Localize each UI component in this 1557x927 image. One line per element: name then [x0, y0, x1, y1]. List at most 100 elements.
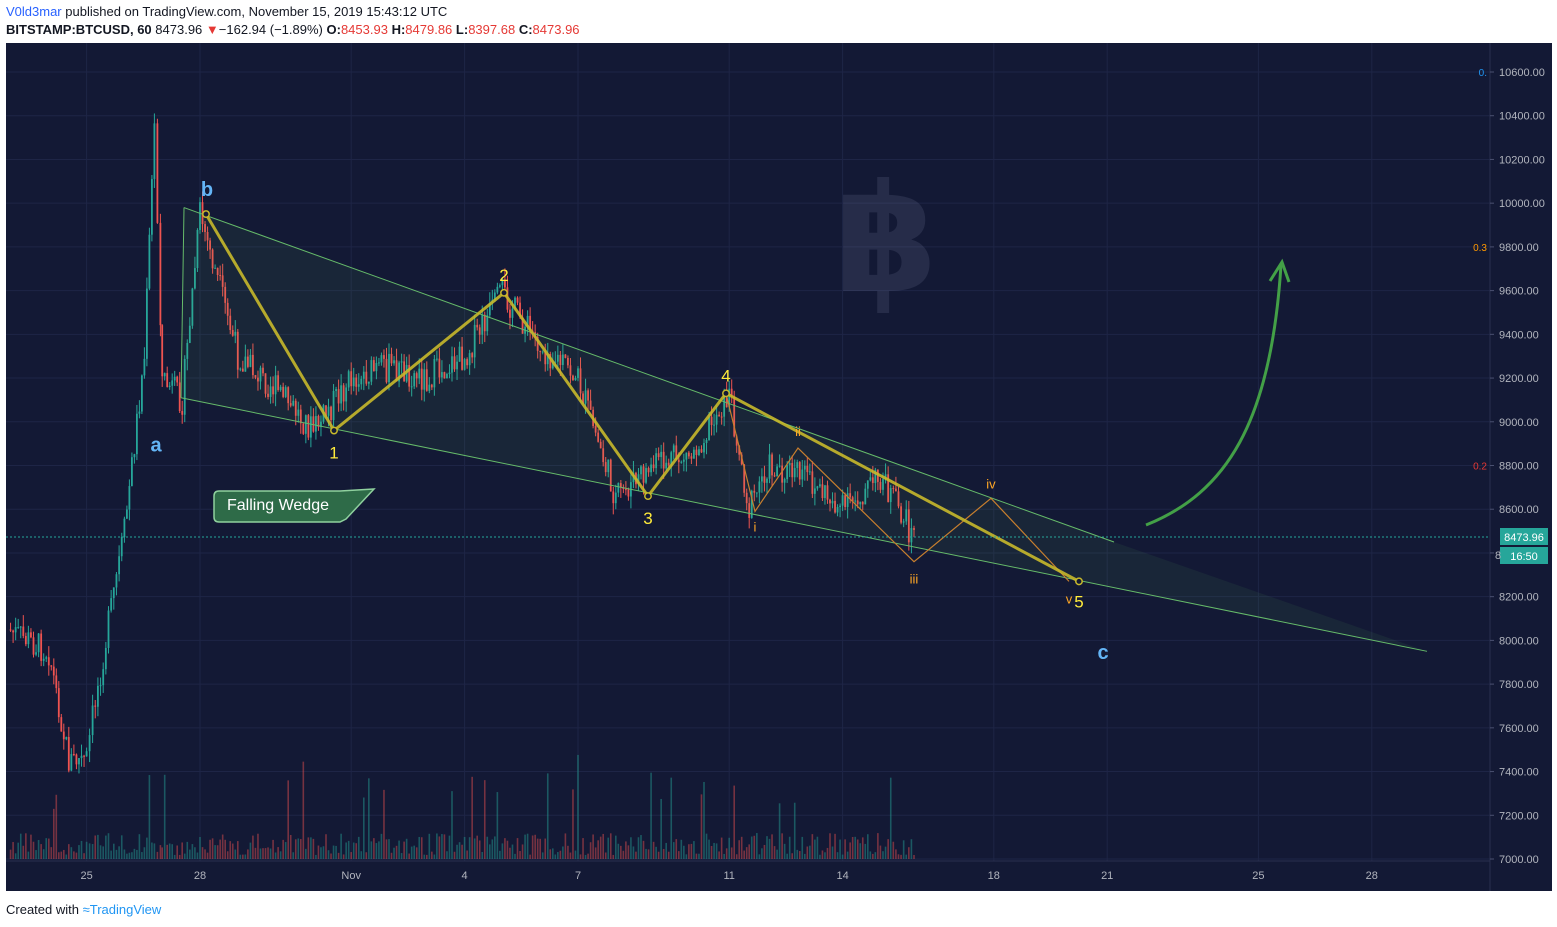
time-axis[interactable]: 25 28 Nov 4 7 11 14 18 21 25 28 — [80, 870, 1377, 882]
candle-body — [67, 737, 70, 771]
candle-body — [332, 390, 335, 421]
candle-body — [112, 587, 115, 599]
volume-bar — [105, 835, 107, 859]
candle-body — [287, 387, 290, 404]
volume-bar — [491, 839, 494, 859]
volume-bar — [486, 836, 489, 859]
volume-bar — [363, 797, 365, 859]
candle-body — [99, 685, 102, 687]
candle-body — [408, 364, 411, 387]
volume-bar — [539, 838, 541, 859]
volume-bar — [335, 845, 337, 859]
candle-body — [476, 324, 479, 328]
candle-body — [410, 386, 413, 388]
chart-area[interactable]: ฿ 1 2 3 4 5 i ii iii iv v a b c Falling Wedge 10600.… — [6, 43, 1552, 891]
candle-body — [743, 464, 746, 493]
candle-body — [582, 393, 584, 404]
volume-bar — [244, 854, 247, 859]
volume-bar — [584, 854, 587, 859]
candle-body — [194, 268, 196, 289]
candle-body — [191, 288, 194, 326]
candle-body — [597, 432, 600, 442]
candle-body — [910, 528, 913, 543]
candle-body — [186, 342, 189, 359]
volume-bar — [476, 835, 478, 859]
candle-body — [529, 315, 532, 331]
candle-body — [594, 426, 597, 433]
candle-body — [791, 463, 794, 478]
candle-body — [640, 466, 642, 475]
volume-bar — [642, 840, 645, 859]
volume-bar — [40, 844, 42, 859]
price-tick-label: 9200.00 — [1499, 373, 1539, 385]
candle-body — [206, 231, 209, 241]
wave-point — [1075, 577, 1083, 586]
candle-body — [645, 468, 647, 483]
candle-body — [556, 354, 559, 362]
volume-bar — [224, 839, 226, 859]
candle-body — [602, 448, 605, 463]
volume-bar — [166, 844, 168, 859]
volume-bar — [617, 843, 620, 859]
volume-bar — [398, 840, 400, 859]
candle-body — [378, 362, 380, 364]
candle-body — [236, 331, 239, 370]
volume-bar — [509, 847, 511, 859]
candle-body — [342, 385, 345, 402]
candle-body — [453, 356, 456, 370]
volume-bar — [32, 841, 35, 859]
volume-bar — [229, 841, 232, 859]
volume-bar — [297, 838, 300, 859]
volume-bar — [78, 845, 80, 859]
candle-body — [655, 453, 658, 469]
volume-bar — [798, 851, 801, 859]
volume-bar — [267, 847, 269, 859]
volume-bar — [151, 842, 153, 859]
volume-bar — [468, 837, 471, 859]
candle-body — [463, 359, 466, 370]
volume-bar — [415, 847, 418, 859]
volume-bar — [279, 851, 282, 859]
candle-body — [136, 413, 138, 455]
volume-bar — [650, 772, 652, 859]
tradingview-brand[interactable]: TradingView — [89, 902, 162, 917]
subwave-label: i — [754, 519, 757, 534]
volume-bar — [526, 833, 529, 859]
price-axis[interactable]: 10600.00 10400.00 10200.00 10000.00 9800.00 9… — [1490, 67, 1545, 866]
time-tick-label: Nov — [341, 870, 361, 882]
candle-body — [813, 488, 816, 494]
candle-body — [496, 286, 499, 293]
volume-bar — [599, 836, 602, 859]
volume-bar — [675, 839, 678, 859]
price-tick-label: 7600.00 — [1499, 723, 1539, 735]
wedge-left-edge — [180, 207, 185, 398]
candle-body — [123, 518, 126, 537]
candle-body — [753, 490, 756, 493]
tradingview-logo-icon[interactable]: ≈ — [82, 902, 90, 917]
volume-bar — [357, 836, 360, 859]
volume-bar — [864, 843, 867, 859]
volume-bar — [178, 854, 181, 859]
candle-body — [282, 386, 285, 397]
author-link[interactable]: V0ld3mar — [6, 4, 62, 19]
volume-bar — [30, 834, 32, 859]
volume-bar — [63, 849, 65, 859]
candle-body — [88, 735, 91, 752]
volume-bar — [342, 854, 345, 859]
candle-body — [420, 368, 423, 390]
volume-bar — [126, 853, 128, 859]
wave-label: 5 — [1074, 592, 1083, 611]
volume-bar — [695, 853, 698, 859]
candle-body — [239, 368, 242, 370]
candle-body — [647, 468, 650, 473]
volume-bar — [745, 847, 748, 859]
candle-body — [395, 360, 398, 382]
volume-bar — [171, 844, 173, 859]
candle-body — [509, 309, 511, 318]
volume-bar — [423, 854, 426, 859]
volume-bar — [136, 849, 138, 859]
volume-bar — [612, 854, 615, 859]
candle-body — [115, 574, 118, 588]
